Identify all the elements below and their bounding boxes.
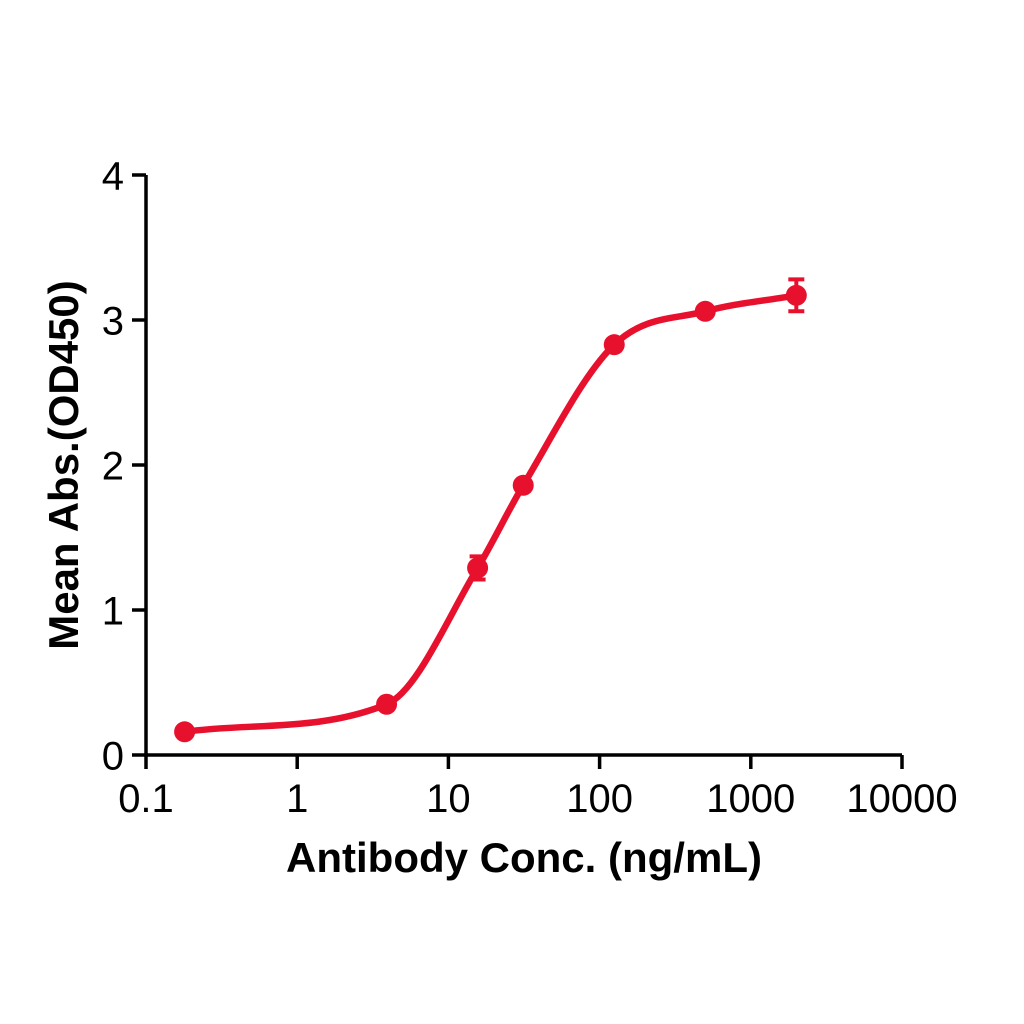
x-tick-label: 1000 bbox=[706, 777, 795, 821]
x-tick-label: 10000 bbox=[846, 777, 957, 821]
data-point-marker bbox=[467, 557, 489, 579]
x-tick-label: 100 bbox=[566, 777, 633, 821]
data-point-marker bbox=[174, 721, 196, 743]
fit-curve bbox=[181, 292, 800, 736]
data-point-marker bbox=[376, 693, 398, 715]
x-tick-label: 1 bbox=[286, 777, 308, 821]
data-point-marker bbox=[785, 284, 807, 306]
error-bars bbox=[469, 277, 805, 582]
y-tick-label: 1 bbox=[102, 589, 124, 633]
data-point-marker bbox=[694, 300, 716, 322]
y-tick-label: 0 bbox=[102, 734, 124, 778]
axes: 0 1 2 3 4 0.1 1 10 100 1000 10000 bbox=[102, 154, 958, 821]
fit-curve-path bbox=[181, 292, 800, 736]
x-tick-label: 10 bbox=[426, 777, 471, 821]
y-axis-title: Mean Abs.(OD450) bbox=[40, 280, 87, 650]
data-point-marker bbox=[603, 334, 625, 356]
x-tick-label: 0.1 bbox=[118, 777, 174, 821]
data-points bbox=[174, 284, 807, 743]
y-tick-label: 3 bbox=[102, 299, 124, 343]
x-axis-title: Antibody Conc. (ng/mL) bbox=[286, 834, 762, 881]
data-point-marker bbox=[512, 474, 534, 496]
y-tick-label: 4 bbox=[102, 154, 124, 198]
y-tick-label: 2 bbox=[102, 444, 124, 488]
